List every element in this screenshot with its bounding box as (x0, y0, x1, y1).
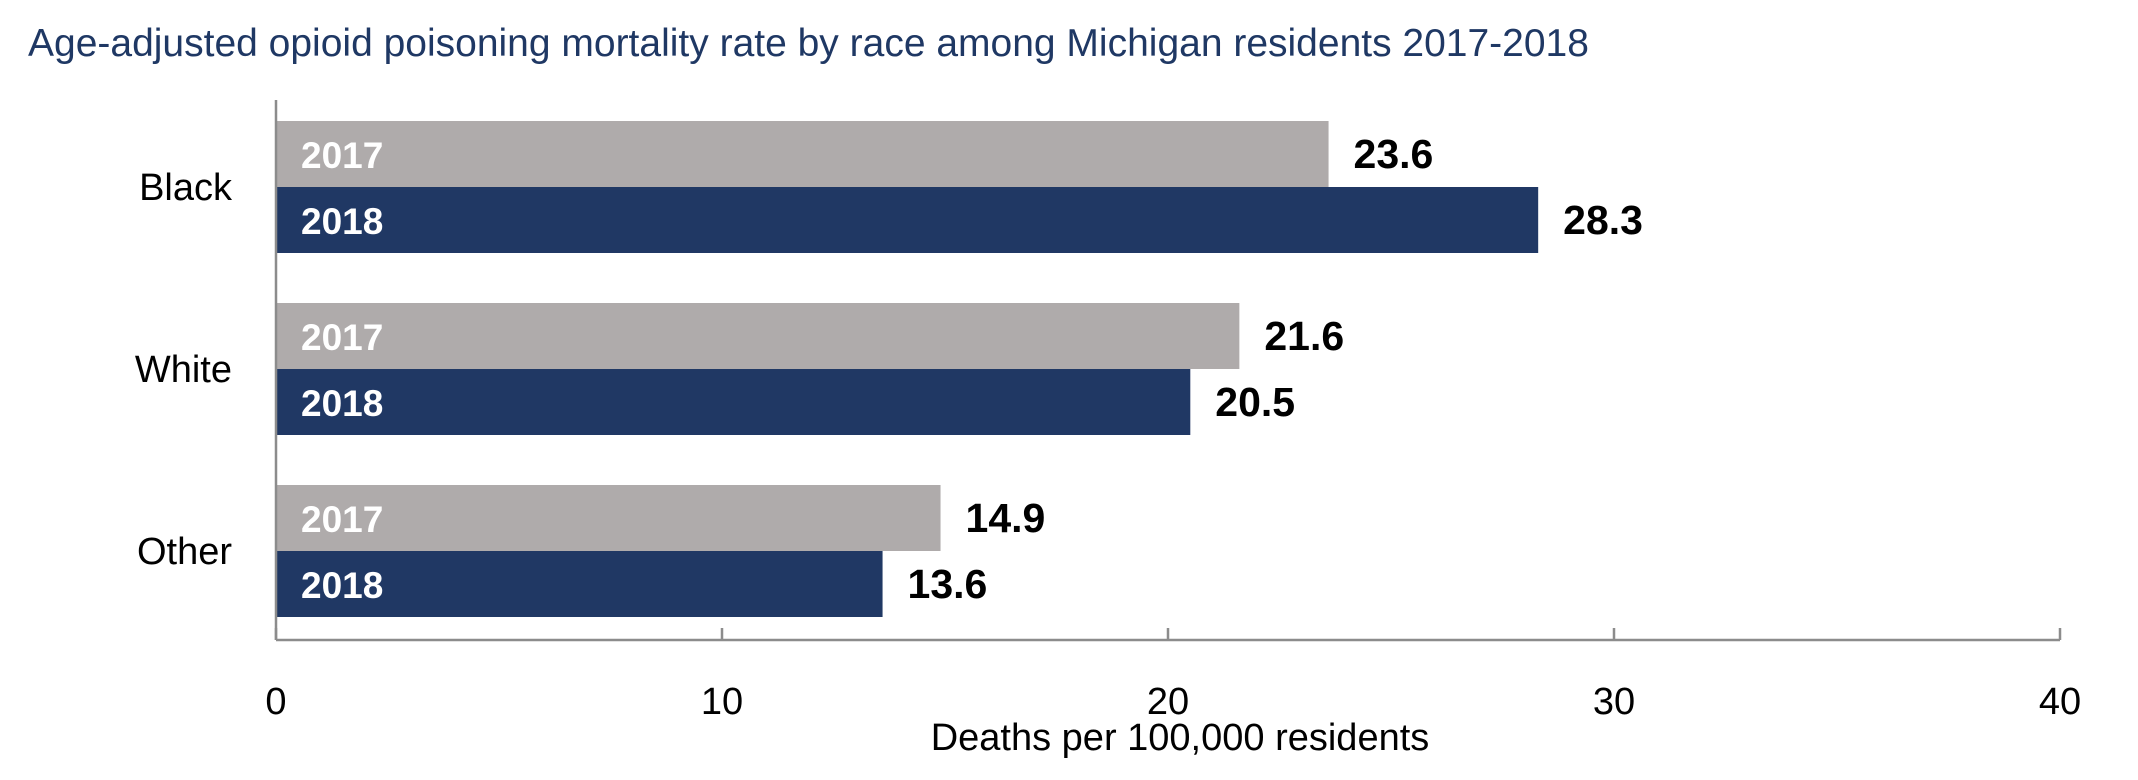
value-label-white-2017: 21.6 (1264, 313, 1344, 359)
category-label-black: Black (139, 167, 233, 209)
bar-white-2018 (276, 369, 1191, 435)
x-tick-label-0: 0 (265, 681, 286, 723)
category-label-other: Other (137, 531, 232, 573)
bar-series-label-other-2017: 2017 (301, 499, 383, 540)
labels-layer: Black 2017 23.6 2018 28.3 White 2017 21.6 2018 20… (135, 131, 1643, 607)
bar-other-2018 (276, 551, 883, 617)
bar-black-2017 (276, 121, 1329, 187)
bar-series-label-white-2018: 2018 (301, 383, 383, 424)
chart-title: Age-adjusted opioid poisoning mortality … (28, 22, 1589, 65)
bar-series-label-black-2018: 2018 (301, 201, 383, 242)
x-tick-label-40: 40 (2039, 681, 2081, 723)
x-axis-title: Deaths per 100,000 residents (931, 717, 1430, 759)
value-label-other-2017: 14.9 (966, 495, 1046, 541)
value-label-black-2018: 28.3 (1563, 197, 1643, 243)
bars-layer (276, 121, 1539, 617)
value-label-white-2018: 20.5 (1215, 379, 1295, 425)
bar-series-label-black-2017: 2017 (301, 135, 383, 176)
value-label-black-2017: 23.6 (1354, 131, 1434, 177)
axes-layer: 0 10 20 30 40 (265, 100, 2081, 723)
x-tick-label-30: 30 (1593, 681, 1635, 723)
bar-series-label-white-2017: 2017 (301, 317, 383, 358)
x-tick-label-20: 20 (1147, 681, 1189, 723)
bar-series-label-other-2018: 2018 (301, 565, 383, 606)
bar-other-2017 (276, 485, 941, 551)
x-tick-label-10: 10 (701, 681, 743, 723)
value-label-other-2018: 13.6 (908, 561, 988, 607)
bar-black-2018 (276, 187, 1539, 253)
bar-white-2017 (276, 303, 1240, 369)
category-label-white: White (135, 349, 232, 391)
